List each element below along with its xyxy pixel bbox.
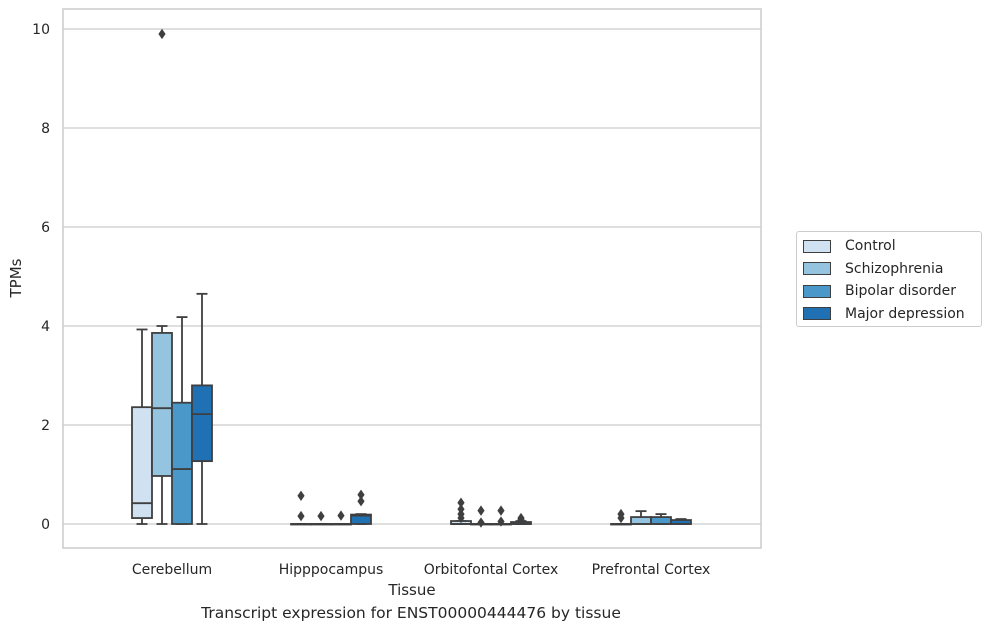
legend-label: Bipolar disorder (845, 283, 957, 300)
box-1-0 (151, 325, 173, 525)
box-2-1 (330, 510, 352, 526)
legend-swatch (803, 284, 831, 298)
outlier-point (337, 510, 345, 521)
outlier-point (477, 505, 485, 516)
y-tick-label: 2 (41, 418, 50, 434)
box-0-2 (450, 497, 472, 525)
legend-item: Major depression (803, 303, 981, 326)
box-2-0 (171, 316, 193, 525)
legend-item: Bipolar disorder (803, 280, 981, 303)
box-body (131, 406, 153, 519)
box-3-3 (670, 518, 692, 525)
y-tick-label: 6 (41, 220, 50, 236)
outlier-point (357, 489, 365, 500)
legend-label: Major depression (845, 305, 965, 322)
box-3-1 (350, 489, 372, 525)
box-body (630, 516, 652, 525)
outlier-point (158, 28, 166, 40)
y-tick-label: 0 (41, 517, 50, 533)
x-tick-label: Cerebellum (132, 562, 212, 578)
box-body (171, 401, 193, 525)
legend-swatch (803, 307, 831, 321)
box-2-2 (490, 505, 512, 527)
legend-item: Schizophrenia (803, 258, 981, 281)
box-1-1 (310, 510, 332, 526)
axis-layer: 0 2 4 6 8 10 Cerebellum Hipppocampus Orbitofonta… (32, 8, 762, 578)
box-0-1 (290, 490, 312, 526)
outlier-point (317, 510, 325, 522)
outlier-point (497, 516, 505, 527)
legend-label: Schizophrenia (845, 260, 944, 277)
box-body (350, 513, 372, 525)
x-tick-label: Prefrontal Cortex (592, 562, 711, 578)
box-3-2 (510, 512, 532, 525)
legend-swatch (803, 239, 831, 253)
outlier-point (457, 512, 465, 524)
x-axis-label: Tissue (387, 581, 435, 599)
outlier-point (477, 517, 485, 528)
outlier-point (457, 497, 465, 508)
box-body (191, 384, 213, 463)
outlier-point (297, 510, 305, 522)
y-tick-label: 10 (32, 22, 50, 38)
box-3-0 (191, 292, 213, 525)
outlier-point (497, 505, 505, 516)
box-1-3 (630, 510, 652, 525)
box-layer (131, 28, 692, 528)
plot-frame (62, 8, 762, 549)
box-body (650, 516, 672, 525)
box-body (151, 332, 173, 477)
y-axis-label: TPMs (7, 258, 25, 298)
outlier-point (357, 496, 365, 507)
legend-swatch (803, 262, 831, 276)
box-2-3 (650, 513, 672, 525)
chart-caption: Transcript expression for ENST0000044447… (201, 604, 621, 622)
outlier-point (517, 514, 525, 525)
box-0-0 (131, 328, 153, 525)
box-0-3 (610, 508, 632, 526)
outlier-point (617, 512, 625, 524)
y-tick-label: 4 (41, 319, 50, 335)
y-tick-label: 8 (41, 121, 50, 137)
x-tick-label: Orbitofontal Cortex (424, 562, 559, 578)
legend-label: Control (845, 238, 896, 255)
outlier-point (297, 490, 305, 501)
x-tick-label: Hipppocampus (279, 562, 384, 578)
legend: Control Schizophrenia Bipolar disorder Majo… (796, 231, 982, 327)
box-1-2 (470, 505, 492, 528)
legend-item: Control (803, 235, 981, 258)
